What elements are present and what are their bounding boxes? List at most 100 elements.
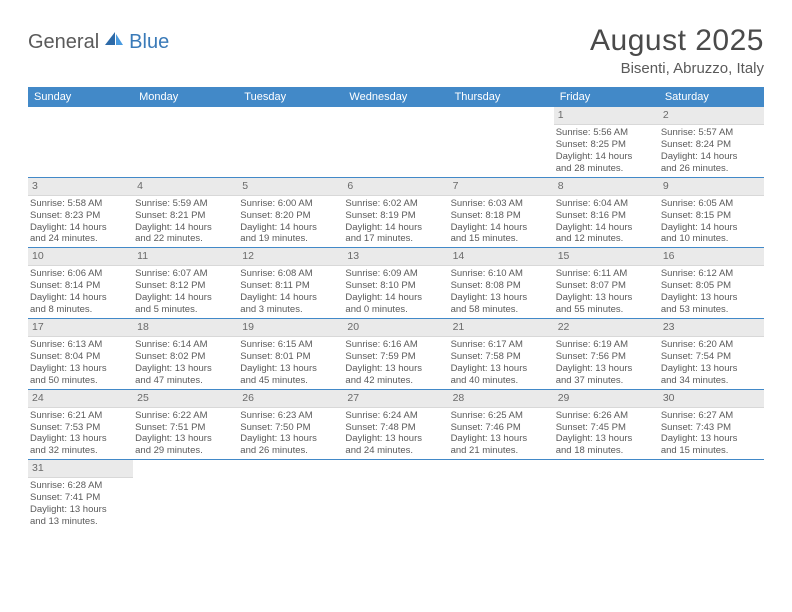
- day-detail: Sunrise: 6:05 AMSunset: 8:15 PMDaylight:…: [659, 198, 764, 246]
- day-cell: 21Sunrise: 6:17 AMSunset: 7:58 PMDayligh…: [449, 319, 554, 389]
- day-detail: Sunrise: 6:07 AMSunset: 8:12 PMDaylight:…: [133, 268, 238, 316]
- detail-line: Daylight: 13 hours: [556, 363, 655, 375]
- day-detail: Sunrise: 6:15 AMSunset: 8:01 PMDaylight:…: [238, 339, 343, 387]
- detail-line: Daylight: 14 hours: [240, 222, 339, 234]
- day-detail: Sunrise: 6:09 AMSunset: 8:10 PMDaylight:…: [343, 268, 448, 316]
- detail-line: Daylight: 13 hours: [240, 433, 339, 445]
- day-number: 22: [554, 319, 659, 337]
- detail-line: Sunset: 8:20 PM: [240, 210, 339, 222]
- day-detail: Sunrise: 6:03 AMSunset: 8:18 PMDaylight:…: [449, 198, 554, 246]
- detail-line: Daylight: 13 hours: [30, 363, 129, 375]
- detail-line: Daylight: 14 hours: [345, 222, 444, 234]
- detail-line: Daylight: 13 hours: [30, 433, 129, 445]
- detail-line: Sunset: 8:19 PM: [345, 210, 444, 222]
- detail-line: Daylight: 14 hours: [30, 222, 129, 234]
- detail-line: and 21 minutes.: [451, 445, 550, 457]
- detail-line: Sunrise: 6:16 AM: [345, 339, 444, 351]
- dow-tuesday: Tuesday: [238, 87, 343, 107]
- day-number: 5: [238, 178, 343, 196]
- detail-line: Sunset: 8:08 PM: [451, 280, 550, 292]
- detail-line: Sunset: 8:10 PM: [345, 280, 444, 292]
- detail-line: Sunrise: 6:08 AM: [240, 268, 339, 280]
- day-number: 11: [133, 248, 238, 266]
- detail-line: Daylight: 13 hours: [240, 363, 339, 375]
- day-number: 19: [238, 319, 343, 337]
- detail-line: Sunset: 8:02 PM: [135, 351, 234, 363]
- week-row: 10Sunrise: 6:06 AMSunset: 8:14 PMDayligh…: [28, 248, 764, 319]
- detail-line: Sunrise: 6:09 AM: [345, 268, 444, 280]
- dow-thursday: Thursday: [449, 87, 554, 107]
- day-cell: 25Sunrise: 6:22 AMSunset: 7:51 PMDayligh…: [133, 390, 238, 460]
- detail-line: Daylight: 13 hours: [451, 292, 550, 304]
- detail-line: and 19 minutes.: [240, 233, 339, 245]
- detail-line: Sunset: 7:45 PM: [556, 422, 655, 434]
- detail-line: and 50 minutes.: [30, 375, 129, 387]
- day-detail: Sunrise: 6:25 AMSunset: 7:46 PMDaylight:…: [449, 410, 554, 458]
- day-detail: Sunrise: 6:13 AMSunset: 8:04 PMDaylight:…: [28, 339, 133, 387]
- detail-line: Sunset: 7:48 PM: [345, 422, 444, 434]
- day-cell: 9 Sunrise: 6:05 AMSunset: 8:15 PMDaylight…: [659, 178, 764, 248]
- detail-line: Sunrise: 6:20 AM: [661, 339, 760, 351]
- detail-line: Sunset: 7:46 PM: [451, 422, 550, 434]
- detail-line: and 18 minutes.: [556, 445, 655, 457]
- day-cell: 22Sunrise: 6:19 AMSunset: 7:56 PMDayligh…: [554, 319, 659, 389]
- day-number: 2: [659, 107, 764, 125]
- location-subtitle: Bisenti, Abruzzo, Italy: [590, 60, 764, 77]
- day-detail: Sunrise: 5:58 AMSunset: 8:23 PMDaylight:…: [28, 198, 133, 246]
- day-cell: 17 Sunrise: 6:13 AMSunset: 8:04 PMDayligh…: [28, 319, 133, 389]
- detail-line: Sunset: 7:51 PM: [135, 422, 234, 434]
- detail-line: and 10 minutes.: [661, 233, 760, 245]
- empty-cell: [659, 460, 764, 530]
- detail-line: and 53 minutes.: [661, 304, 760, 316]
- detail-line: Daylight: 14 hours: [661, 222, 760, 234]
- detail-line: and 47 minutes.: [135, 375, 234, 387]
- empty-cell: [449, 460, 554, 530]
- page-header: GeneralBlue August 2025 Bisenti, Abruzzo…: [28, 24, 764, 77]
- detail-line: Sunrise: 6:22 AM: [135, 410, 234, 422]
- empty-cell: [133, 460, 238, 530]
- day-cell: 8Sunrise: 6:04 AMSunset: 8:16 PMDaylight…: [554, 178, 659, 248]
- empty-cell: [238, 460, 343, 530]
- detail-line: and 58 minutes.: [451, 304, 550, 316]
- day-detail: Sunrise: 6:00 AMSunset: 8:20 PMDaylight:…: [238, 198, 343, 246]
- detail-line: Daylight: 13 hours: [345, 433, 444, 445]
- day-detail: Sunrise: 6:22 AMSunset: 7:51 PMDaylight:…: [133, 410, 238, 458]
- day-cell: 28Sunrise: 6:25 AMSunset: 7:46 PMDayligh…: [449, 390, 554, 460]
- detail-line: Daylight: 13 hours: [661, 433, 760, 445]
- empty-cell: [343, 107, 448, 177]
- detail-line: Sunset: 7:41 PM: [30, 492, 129, 504]
- day-detail: Sunrise: 6:08 AMSunset: 8:11 PMDaylight:…: [238, 268, 343, 316]
- detail-line: and 55 minutes.: [556, 304, 655, 316]
- detail-line: Daylight: 14 hours: [135, 292, 234, 304]
- day-detail: Sunrise: 6:28 AMSunset: 7:41 PMDaylight:…: [28, 480, 133, 528]
- detail-line: Sunset: 8:04 PM: [30, 351, 129, 363]
- detail-line: Sunset: 7:56 PM: [556, 351, 655, 363]
- detail-line: and 32 minutes.: [30, 445, 129, 457]
- day-number: 8: [554, 178, 659, 196]
- detail-line: Daylight: 14 hours: [556, 151, 655, 163]
- day-detail: Sunrise: 6:17 AMSunset: 7:58 PMDaylight:…: [449, 339, 554, 387]
- detail-line: and 5 minutes.: [135, 304, 234, 316]
- detail-line: and 45 minutes.: [240, 375, 339, 387]
- detail-line: Sunrise: 5:56 AM: [556, 127, 655, 139]
- detail-line: and 15 minutes.: [451, 233, 550, 245]
- detail-line: Daylight: 13 hours: [661, 363, 760, 375]
- day-cell: 10Sunrise: 6:06 AMSunset: 8:14 PMDayligh…: [28, 248, 133, 318]
- detail-line: Sunrise: 6:07 AM: [135, 268, 234, 280]
- day-cell: 30Sunrise: 6:27 AMSunset: 7:43 PMDayligh…: [659, 390, 764, 460]
- detail-line: Daylight: 14 hours: [451, 222, 550, 234]
- day-cell: 26Sunrise: 6:23 AMSunset: 7:50 PMDayligh…: [238, 390, 343, 460]
- day-number: 30: [659, 390, 764, 408]
- day-number: 9: [659, 178, 764, 196]
- day-number: 20: [343, 319, 448, 337]
- detail-line: Sunrise: 6:04 AM: [556, 198, 655, 210]
- brand-logo: GeneralBlue: [28, 30, 169, 54]
- day-detail: Sunrise: 6:11 AMSunset: 8:07 PMDaylight:…: [554, 268, 659, 316]
- detail-line: Sunrise: 6:25 AM: [451, 410, 550, 422]
- day-number: 17: [28, 319, 133, 337]
- day-detail: Sunrise: 5:57 AMSunset: 8:24 PMDaylight:…: [659, 127, 764, 175]
- day-detail: Sunrise: 6:20 AMSunset: 7:54 PMDaylight:…: [659, 339, 764, 387]
- detail-line: and 17 minutes.: [345, 233, 444, 245]
- empty-cell: [343, 460, 448, 530]
- detail-line: Sunset: 8:21 PM: [135, 210, 234, 222]
